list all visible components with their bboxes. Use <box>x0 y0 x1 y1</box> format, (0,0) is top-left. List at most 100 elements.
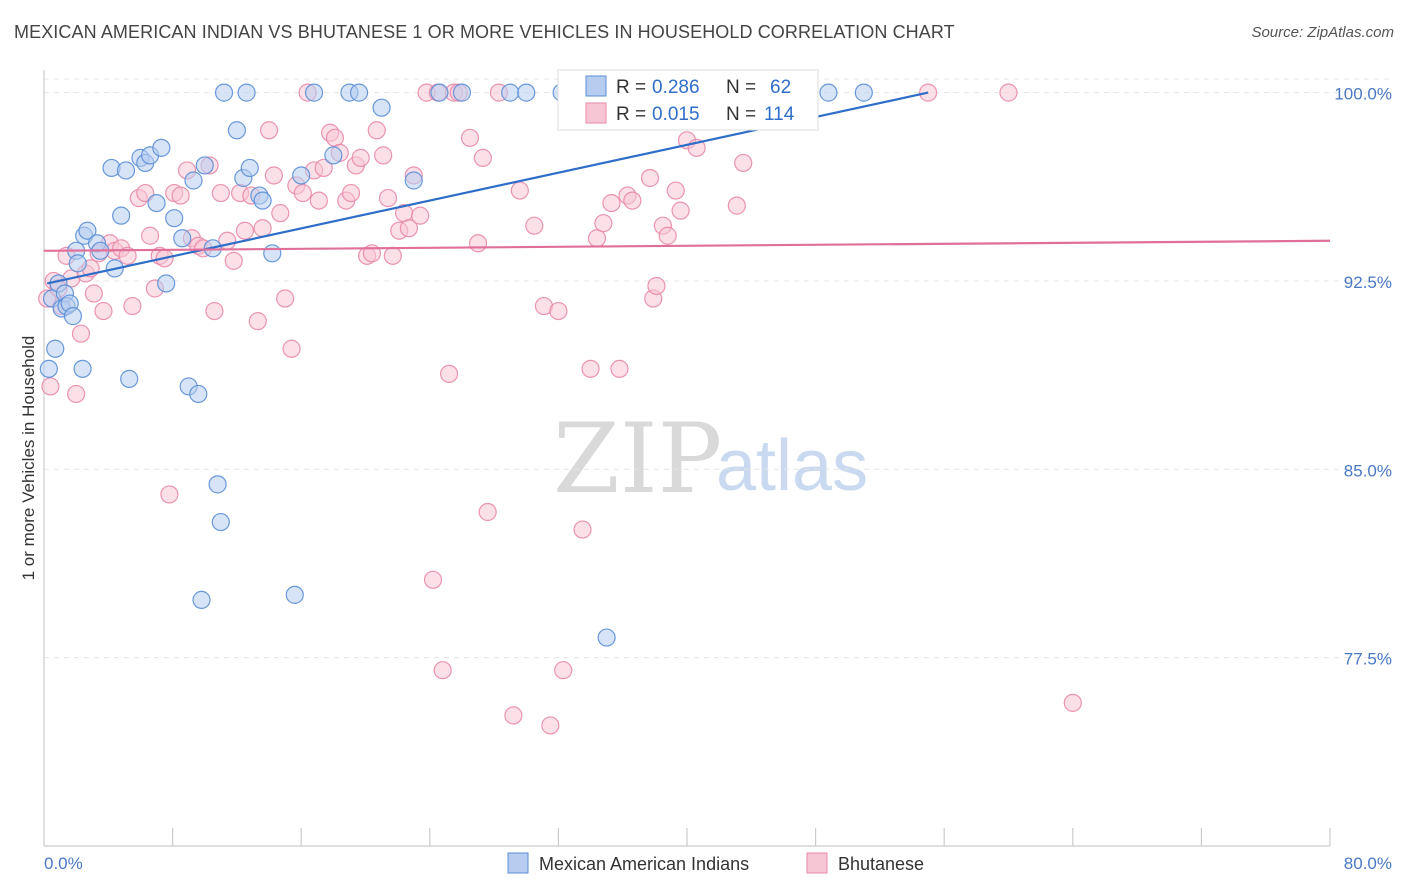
point-mexican-american-indians-49 <box>349 83 369 102</box>
point-bhutanese-113 <box>999 83 1018 102</box>
y-tick-labels: 100.0% 92.5% 85.0% 77.5% <box>1334 85 1392 669</box>
legend-r-value-blue: 0.286 <box>652 77 700 98</box>
point-bhutanese-51 <box>309 191 328 210</box>
point-bhutanese-44 <box>271 204 290 223</box>
point-bhutanese-83 <box>504 706 523 725</box>
legend-n-label-pink: N = <box>726 104 756 125</box>
point-mexican-american-indians-61 <box>854 83 873 102</box>
point-bhutanese-87 <box>541 716 560 735</box>
legend-n-value-pink: 114 <box>764 104 795 125</box>
legend-r-label-blue: R = <box>616 77 646 98</box>
point-bhutanese-78 <box>460 128 480 147</box>
point-mexican-american-indians-53 <box>430 83 449 102</box>
point-bhutanese-40 <box>248 312 267 331</box>
point-bhutanese-93 <box>587 229 607 248</box>
legend-swatch-blue <box>585 75 607 97</box>
x-tick-label-min: 0.0% <box>44 854 83 873</box>
point-bhutanese-81 <box>478 502 497 522</box>
point-mexican-american-indians-34 <box>208 475 227 494</box>
point-bhutanese-11 <box>84 284 103 303</box>
legend-r-value-pink: 0.015 <box>652 104 700 125</box>
point-mexican-american-indians-28 <box>173 229 192 248</box>
chart-title: MEXICAN AMERICAN INDIAN VS BHUTANESE 1 O… <box>14 22 955 42</box>
point-mexican-american-indians-30 <box>184 171 203 190</box>
point-bhutanese-100 <box>640 168 660 188</box>
point-bhutanese-98 <box>623 191 642 210</box>
point-bhutanese-104 <box>658 226 677 245</box>
point-bhutanese-110 <box>734 153 753 173</box>
point-bhutanese-65 <box>383 246 402 265</box>
trend-line-bhutanese <box>43 239 1331 252</box>
point-bhutanese-109 <box>727 196 746 215</box>
point-mexican-american-indians-39 <box>240 158 259 178</box>
point-bhutanese-38 <box>235 221 255 240</box>
x-ticks <box>172 828 1331 846</box>
point-bhutanese-72 <box>423 570 443 589</box>
point-bhutanese-42 <box>259 121 279 140</box>
point-bhutanese-92 <box>581 359 600 378</box>
point-bhutanese-114 <box>1063 693 1082 712</box>
point-mexican-american-indians-54 <box>452 83 472 102</box>
point-bhutanese-88 <box>549 301 568 321</box>
legend-swatch-pink <box>585 102 607 124</box>
point-mexican-american-indians-27 <box>165 209 184 228</box>
point-mexican-american-indians-8 <box>63 307 83 326</box>
point-bhutanese-52 <box>314 158 333 178</box>
point-bhutanese-34 <box>211 183 230 203</box>
point-bhutanese-64 <box>378 188 398 208</box>
point-bhutanese-54 <box>325 128 345 147</box>
point-bhutanese-45 <box>276 289 295 308</box>
bottom-legend-swatch-pink <box>806 852 828 874</box>
x-tick-label-max: 80.0% <box>1344 854 1392 873</box>
point-bhutanese-21 <box>140 226 160 245</box>
point-bhutanese-57 <box>341 183 361 203</box>
point-bhutanese-25 <box>160 485 179 504</box>
point-bhutanese-1 <box>41 377 60 396</box>
point-bhutanese-102 <box>647 276 666 296</box>
legend-n-value-blue: 62 <box>770 77 791 98</box>
point-mexican-american-indians-19 <box>116 161 136 180</box>
point-bhutanese-68 <box>399 219 419 238</box>
point-mexican-american-indians-45 <box>292 166 311 185</box>
point-mexican-american-indians-36 <box>192 590 211 609</box>
point-bhutanese-106 <box>671 201 690 220</box>
point-bhutanese-62 <box>367 121 386 140</box>
point-mexican-american-indians-46 <box>304 83 324 102</box>
y-axis-label: 1 or more Vehicles in Household <box>19 336 38 581</box>
point-bhutanese-27 <box>171 186 190 205</box>
legend-r-label-pink: R = <box>616 104 646 125</box>
point-mexican-american-indians-52 <box>404 171 423 190</box>
point-mexican-american-indians-11 <box>73 359 92 378</box>
point-mexican-american-indians-51 <box>372 98 391 117</box>
point-bhutanese-17 <box>118 246 137 265</box>
point-mexican-american-indians-35 <box>211 512 230 532</box>
point-bhutanese-89 <box>554 661 573 680</box>
point-bhutanese-74 <box>433 661 452 680</box>
point-mexican-american-indians-55 <box>501 83 520 102</box>
point-mexican-american-indians-25 <box>152 138 171 157</box>
bottom-legend-label-pink: Bhutanese <box>838 854 924 874</box>
point-bhutanese-59 <box>351 148 370 167</box>
point-bhutanese-63 <box>374 146 393 165</box>
point-mexican-american-indians-37 <box>227 121 246 140</box>
point-bhutanese-18 <box>123 296 142 316</box>
point-bhutanese-33 <box>205 301 224 321</box>
point-mexican-american-indians-26 <box>157 274 176 293</box>
watermark-zip: ZIP <box>553 403 722 515</box>
point-mexican-american-indians-42 <box>263 244 282 263</box>
correlation-legend: R = 0.286 N = 62 R = 0.015 N = 114 <box>557 69 819 131</box>
y-tick-label-2: 85.0% <box>1344 461 1392 480</box>
point-bhutanese-13 <box>94 301 113 321</box>
point-bhutanese-105 <box>666 181 685 200</box>
point-bhutanese-96 <box>610 359 629 378</box>
point-bhutanese-75 <box>439 364 459 383</box>
point-mexican-american-indians-60 <box>819 83 838 102</box>
point-mexican-american-indians-47 <box>324 146 343 165</box>
point-bhutanese-48 <box>293 183 312 203</box>
point-bhutanese-41 <box>253 219 272 238</box>
point-mexican-american-indians-0 <box>39 359 58 378</box>
point-bhutanese-80 <box>473 148 492 167</box>
series-mexican-american-indians-points <box>39 83 873 647</box>
point-bhutanese-84 <box>510 181 529 200</box>
